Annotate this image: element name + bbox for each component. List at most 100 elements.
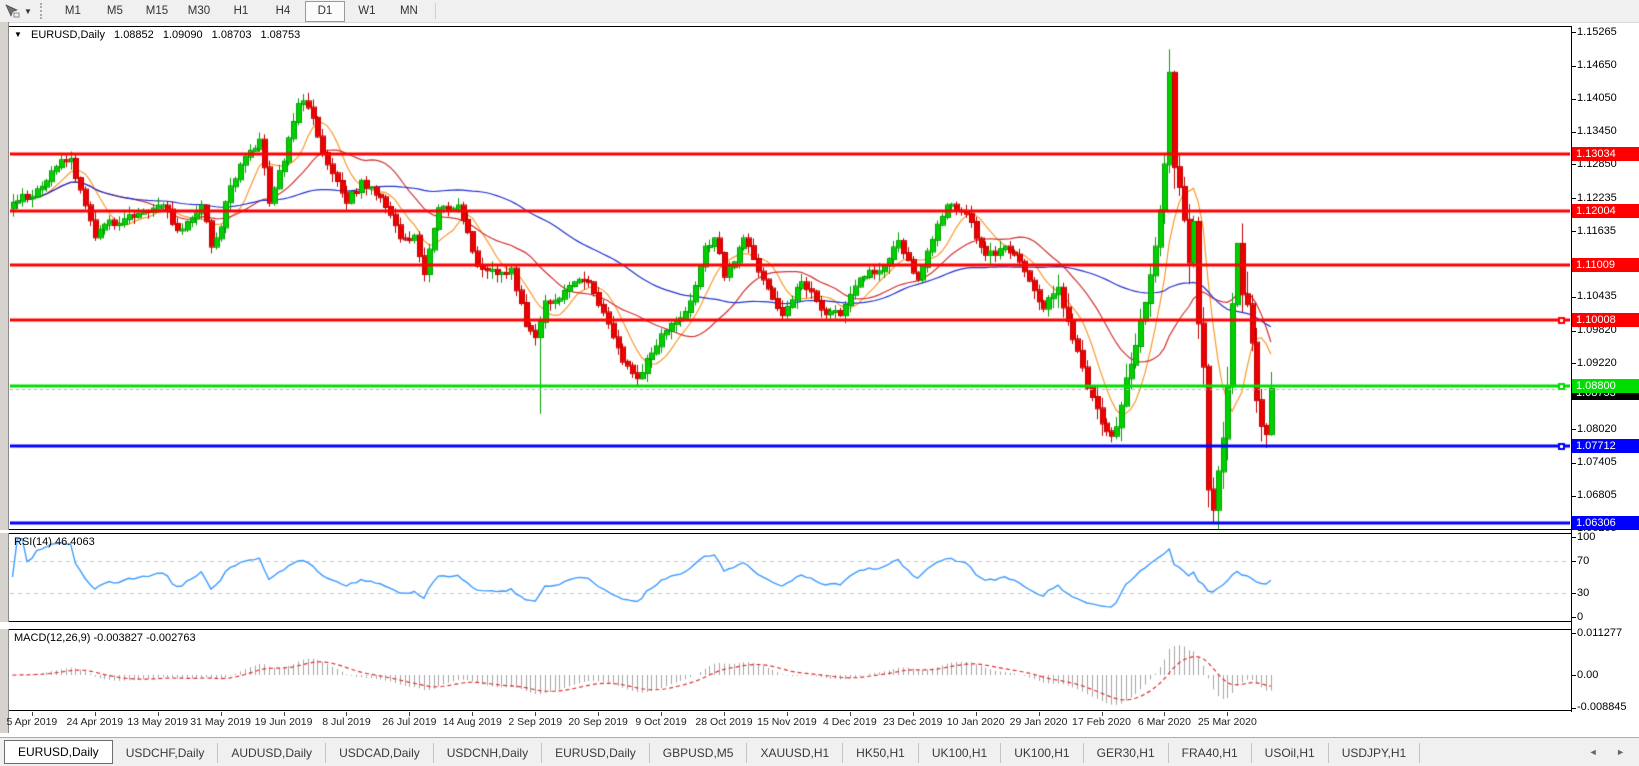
ohlc-low: 1.08703 bbox=[211, 29, 252, 41]
top-toolbar: ▼ M1 M5 M15 M30 H1 H4 D1 W1 MN bbox=[0, 0, 1639, 23]
tab-scroll-left-icon[interactable]: ◄ bbox=[1588, 747, 1606, 757]
panel-splitter[interactable] bbox=[0, 530, 1639, 533]
timeframe-button-m5[interactable]: M5 bbox=[106, 5, 123, 17]
chart-window-left-edge bbox=[0, 22, 9, 733]
price-level-badge: 1.11009 bbox=[1572, 258, 1639, 273]
date-axis-tick bbox=[346, 712, 348, 716]
price-axis-line bbox=[1571, 26, 1572, 712]
timeframe-button-mn[interactable]: MN bbox=[399, 5, 418, 17]
chart-tab-4-usdcnh-daily[interactable]: USDCNH,Daily bbox=[434, 743, 543, 763]
chart-tab-3-usdcad-daily[interactable]: USDCAD,Daily bbox=[326, 743, 434, 763]
candlestick-chart-canvas[interactable] bbox=[10, 27, 1570, 529]
date-axis-tick bbox=[661, 712, 663, 716]
date-axis-tick bbox=[975, 712, 977, 716]
chart-tab-6-gbpusd-m5[interactable]: GBPUSD,M5 bbox=[650, 743, 748, 763]
timeframe-button-m1[interactable]: M1 bbox=[64, 5, 81, 17]
date-axis-label: 6 Mar 2020 bbox=[1137, 716, 1191, 728]
date-axis-tick bbox=[94, 712, 96, 716]
tab-scroll-right-icon[interactable]: ► bbox=[1616, 747, 1633, 757]
chart-tab-9-uk100-h1[interactable]: UK100,H1 bbox=[919, 743, 1002, 763]
date-axis-tick bbox=[1227, 712, 1229, 716]
timeframe-button-m15[interactable]: M15 bbox=[145, 5, 169, 17]
price-axis-tick bbox=[1571, 131, 1576, 133]
macd-axis-label: -0.008845 bbox=[1577, 701, 1627, 714]
macd-axis-tick bbox=[1571, 675, 1576, 677]
chart-symbol-period: EURUSD,Daily bbox=[30, 29, 105, 41]
price-level-badge: 1.10008 bbox=[1572, 313, 1639, 328]
price-axis-label: 1.10435 bbox=[1577, 290, 1617, 303]
price-axis-tick bbox=[1571, 429, 1576, 431]
timeframe-button-h1[interactable]: H1 bbox=[233, 5, 249, 17]
price-axis-label: 1.15265 bbox=[1577, 25, 1617, 38]
date-axis-tick bbox=[1101, 712, 1103, 716]
date-axis-label: 28 Oct 2019 bbox=[695, 716, 753, 728]
rsi-axis-label: 30 bbox=[1577, 586, 1590, 599]
macd-chart-canvas[interactable] bbox=[10, 630, 1570, 710]
chart-tab-0-eurusd-daily[interactable]: EURUSD,Daily bbox=[4, 740, 113, 764]
date-axis-label: 4 Dec 2019 bbox=[822, 716, 877, 728]
price-axis-label: 1.09220 bbox=[1577, 356, 1617, 369]
date-axis-tick bbox=[157, 712, 159, 716]
rsi-axis-tick bbox=[1571, 537, 1576, 538]
chart-tab-10-uk100-h1[interactable]: UK100,H1 bbox=[1001, 743, 1084, 763]
price-axis-tick bbox=[1571, 32, 1576, 33]
cursor-tool-icon[interactable] bbox=[2, 2, 22, 20]
rsi-axis-label: 0 bbox=[1577, 610, 1584, 623]
chart-tab-1-usdchf-daily[interactable]: USDCHF,Daily bbox=[113, 743, 219, 763]
timeframe-button-d1[interactable]: D1 bbox=[304, 0, 345, 22]
chart-tab-bar: EURUSD,Daily USDCHF,Daily AUDUSD,Daily USDC… bbox=[0, 737, 1639, 766]
dropdown-caret-icon[interactable]: ▼ bbox=[24, 6, 32, 16]
chart-tab-11-ger30-h1[interactable]: GER30,H1 bbox=[1084, 743, 1169, 763]
price-axis-tick bbox=[1571, 462, 1576, 464]
chart-tab-8-hk50-h1[interactable]: HK50,H1 bbox=[843, 743, 919, 763]
rsi-axis-tick bbox=[1571, 593, 1576, 594]
macd-axis-label: 0.011277 bbox=[1577, 626, 1623, 639]
price-level-badge: 1.08800 bbox=[1572, 379, 1639, 394]
price-axis-label: 1.14650 bbox=[1577, 59, 1617, 72]
date-axis-tick bbox=[598, 712, 600, 716]
date-axis-tick bbox=[1164, 712, 1166, 716]
date-axis-tick bbox=[1038, 712, 1040, 716]
date-axis-label: 14 Aug 2019 bbox=[442, 716, 502, 728]
price-axis-tick bbox=[1571, 296, 1576, 298]
date-axis-label: 13 May 2019 bbox=[127, 716, 189, 728]
chart-tab-5-eurusd-daily[interactable]: EURUSD,Daily bbox=[542, 743, 650, 763]
date-axis-label: 15 Nov 2019 bbox=[757, 716, 817, 728]
timeframe-button-h4[interactable]: H4 bbox=[275, 5, 291, 17]
date-axis-label: 10 Jan 2020 bbox=[946, 716, 1005, 728]
chart-tab-2-audusd-daily[interactable]: AUDUSD,Daily bbox=[218, 743, 327, 763]
price-axis-tick bbox=[1571, 65, 1576, 67]
price-axis-tick bbox=[1571, 231, 1576, 232]
price-axis-label: 1.07405 bbox=[1577, 456, 1617, 469]
date-axis-tick bbox=[220, 712, 222, 716]
date-axis-tick bbox=[31, 712, 33, 716]
panel-splitter[interactable] bbox=[0, 622, 1639, 629]
ohlc-high: 1.09090 bbox=[162, 29, 203, 41]
ohlc-open: 1.08852 bbox=[114, 29, 154, 41]
rsi-axis-tick bbox=[1571, 617, 1576, 618]
ohlc-close: 1.08753 bbox=[260, 29, 301, 41]
price-axis-tick bbox=[1571, 198, 1576, 200]
chart-tab-7-xauusd-h1[interactable]: XAUUSD,H1 bbox=[747, 743, 844, 763]
rsi-chart-canvas[interactable] bbox=[10, 534, 1570, 621]
date-axis-tick bbox=[786, 712, 788, 716]
rsi-axis-tick bbox=[1571, 561, 1576, 562]
price-axis-label: 1.13450 bbox=[1577, 125, 1617, 137]
date-axis-tick bbox=[472, 712, 474, 716]
chart-tab-13-usoil-h1[interactable]: USOil,H1 bbox=[1252, 743, 1329, 763]
timeframe-button-w1[interactable]: W1 bbox=[358, 5, 376, 17]
price-level-badge: 1.06306 bbox=[1572, 516, 1639, 531]
chart-tab-14-usdjpy-h1[interactable]: USDJPY,H1 bbox=[1329, 743, 1421, 763]
toolbar-grip bbox=[39, 3, 46, 19]
macd-axis-tick bbox=[1571, 707, 1576, 709]
macd-axis-tick bbox=[1571, 633, 1576, 634]
date-axis-tick bbox=[912, 712, 914, 716]
price-axis-label: 1.08020 bbox=[1577, 422, 1617, 435]
chart-title-caret-icon[interactable]: ▼ bbox=[14, 30, 22, 39]
chart-tab-12-fra40-h1[interactable]: FRA40,H1 bbox=[1169, 743, 1252, 763]
timeframe-button-m30[interactable]: M30 bbox=[187, 5, 211, 17]
date-axis-tick bbox=[535, 712, 537, 716]
price-axis-label: 1.14050 bbox=[1577, 92, 1617, 105]
price-level-badge: 1.07712 bbox=[1572, 439, 1639, 454]
date-axis-label: 9 Oct 2019 bbox=[635, 716, 687, 728]
